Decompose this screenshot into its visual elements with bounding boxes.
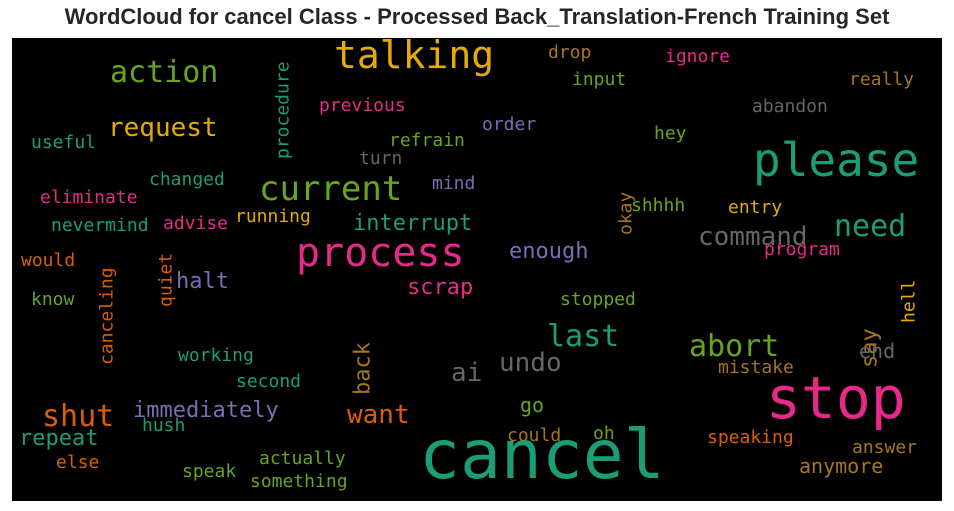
word-enough: enough (509, 239, 588, 264)
word-abort: abort (689, 329, 779, 364)
word-working: working (178, 345, 254, 366)
word-undo: undo (499, 348, 562, 378)
word-action: action (110, 55, 218, 90)
word-drop: drop (548, 42, 591, 63)
word-useful: useful (31, 132, 96, 153)
word-mind: mind (432, 173, 475, 194)
word-previous: previous (319, 95, 406, 116)
word-stop: stop (766, 364, 906, 432)
word-really: really (849, 69, 914, 90)
word-request: request (108, 113, 218, 143)
word-actually: actually (259, 448, 346, 469)
word-mistake: mistake (718, 357, 794, 378)
word-answer: answer (852, 437, 917, 458)
word-say: say (858, 328, 883, 368)
word-speak: speak (182, 461, 236, 482)
word-oh: oh (593, 423, 615, 444)
word-turn: turn (359, 148, 402, 169)
word-hell: hell (898, 280, 919, 323)
word-current: current (259, 169, 402, 209)
word-abandon: abandon (752, 96, 828, 117)
word-second: second (236, 371, 301, 392)
word-go: go (520, 393, 544, 417)
word-want: want (347, 400, 410, 430)
chart-title: WordCloud for cancel Class - Processed B… (64, 4, 890, 29)
word-changed: changed (149, 169, 225, 190)
word-would: would (21, 250, 75, 271)
word-something: something (250, 471, 348, 492)
word-cloud: cancel stop please process talking current act… (12, 38, 942, 501)
word-quiet: quiet (155, 253, 176, 307)
word-shhhh: shhhh (631, 195, 685, 216)
word-speaking: speaking (707, 427, 794, 448)
word-refrain: refrain (389, 130, 465, 151)
word-command: command (698, 222, 808, 252)
word-halt: halt (176, 269, 229, 294)
word-else: else (56, 452, 99, 473)
word-order: order (482, 114, 536, 135)
word-talking: talking (334, 38, 494, 77)
word-anymore: anymore (799, 454, 883, 478)
word-last: last (547, 319, 619, 354)
word-input: input (572, 69, 626, 90)
word-end: end (859, 339, 895, 363)
word-back: back (351, 342, 376, 395)
word-stopped: stopped (560, 289, 636, 310)
word-cancel: cancel (419, 416, 665, 495)
word-hush: hush (142, 415, 185, 436)
word-program: program (764, 239, 840, 260)
word-interrupt: interrupt (353, 211, 472, 236)
word-ignore: ignore (665, 46, 730, 67)
word-immediately: immediately (133, 398, 279, 423)
word-please: please (753, 133, 919, 187)
word-ai: ai (451, 358, 482, 388)
word-eliminate: eliminate (40, 187, 138, 208)
word-nevermind: nevermind (51, 215, 149, 236)
word-hey: hey (654, 123, 687, 144)
word-entry: entry (728, 197, 782, 218)
word-running: running (235, 206, 311, 227)
word-need: need (834, 209, 906, 244)
word-shut: shut (42, 399, 114, 434)
word-cloud-canvas: cancel stop please process talking current act… (19, 38, 919, 495)
word-process: process (296, 230, 465, 276)
word-canceling: canceling (96, 267, 117, 365)
word-repeat: repeat (19, 426, 98, 451)
word-advise: advise (163, 213, 228, 234)
word-could: could (507, 425, 561, 446)
word-know: know (31, 289, 75, 310)
word-okay: okay (615, 191, 636, 235)
word-scrap: scrap (407, 275, 473, 300)
word-procedure: procedure (272, 61, 293, 159)
